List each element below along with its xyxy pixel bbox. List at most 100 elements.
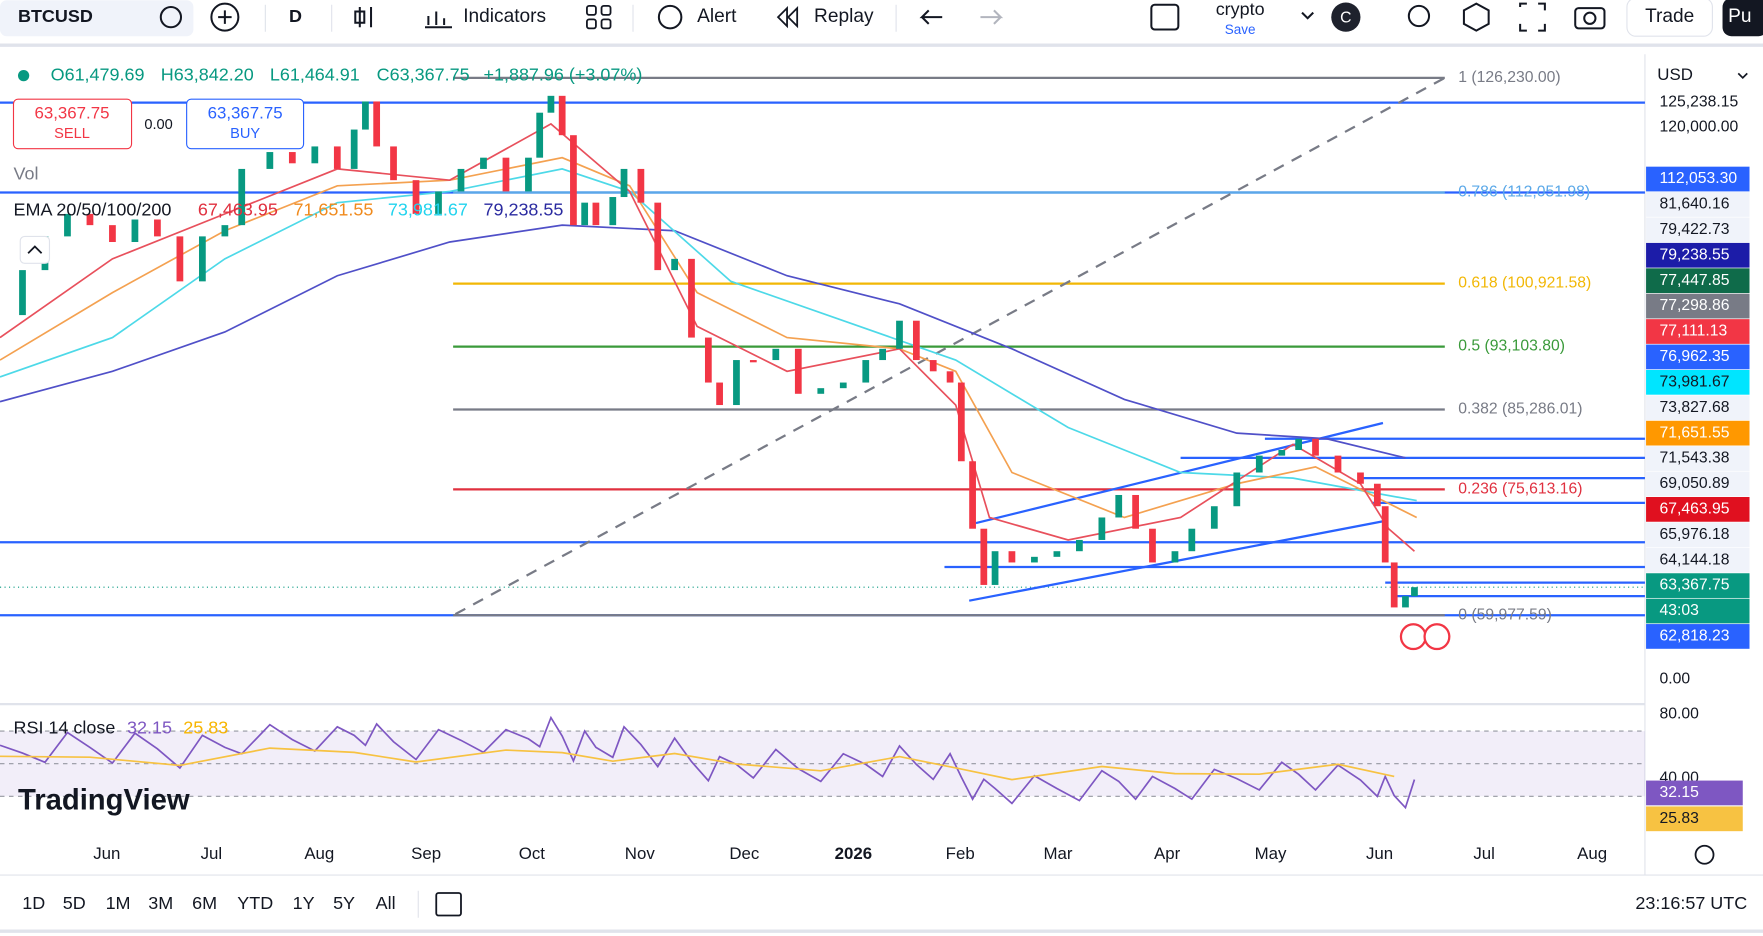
candle [716,382,723,406]
fib-label: 0.382 (85,286.01) [1458,401,1582,418]
trade-button[interactable] [1626,0,1713,37]
open: O61,479.69 [51,64,145,84]
trade-label[interactable]: Trade [1645,6,1694,27]
candle [688,258,695,338]
add-symbol-icon[interactable] [159,5,183,29]
replay-button[interactable]: Replay [814,6,874,27]
currency-select[interactable] [1655,59,1757,92]
range-button[interactable]: 1M [106,893,131,913]
ema-value: 71,651.55 [293,199,373,219]
range-button[interactable]: 1Y [293,893,315,913]
interval[interactable]: D [289,6,302,26]
fib-trend [454,76,1446,616]
candle [86,213,94,226]
price-tag [1646,217,1750,243]
candle [333,146,341,169]
replay-icon [776,5,799,29]
range-button[interactable]: All [376,893,396,913]
currency[interactable]: USD [1657,65,1693,84]
candle [547,95,555,113]
compare-icon[interactable] [210,2,240,32]
quick-search-icon[interactable] [1407,4,1431,28]
dropdown-icon[interactable] [1301,11,1314,20]
sell-price[interactable]: 63,367.75 [34,103,109,122]
candle [1132,494,1139,529]
buy-label[interactable]: BUY [230,126,260,142]
ema-line [0,122,1416,552]
symbol-search[interactable] [0,0,194,37]
chart-type-icon[interactable] [358,7,373,28]
time-label: Jul [201,844,223,863]
candle [637,168,645,203]
price-tag [1646,624,1750,649]
layout-icon[interactable] [1150,3,1180,31]
save-label[interactable]: Save [1225,22,1256,37]
price-tag [1646,268,1750,294]
candle [266,152,274,169]
price-tag-text: 76,962.35 [1660,348,1730,365]
sell-button[interactable] [12,98,133,150]
candle [19,270,26,316]
price-tag [1646,166,1750,192]
candle [480,157,487,169]
price-tag-text: 79,422.73 [1660,221,1730,238]
publish-label[interactable]: Pu [1728,6,1751,27]
axis-settings-icon[interactable] [1694,844,1715,865]
candle [654,202,662,271]
range-button[interactable]: 3M [148,893,173,913]
indicators-button[interactable]: Indicators [463,6,546,27]
date-range-icon[interactable] [435,892,462,917]
rsi-value: 32.15 [127,718,172,738]
indicators-icon [425,11,452,29]
candle [221,225,229,237]
buy-button[interactable] [186,98,305,150]
candle [1295,438,1303,451]
range-button[interactable]: 5Y [333,893,355,913]
templates-icon[interactable] [586,4,597,16]
redo-icon[interactable] [980,9,1004,25]
collapse-button[interactable] [19,235,51,264]
range-button[interactable]: YTD [237,893,273,913]
price-tag [1646,369,1750,395]
candle [1278,450,1286,456]
snapshot-icon[interactable] [1574,7,1606,30]
undo-icon[interactable] [919,9,943,25]
price-tag-text: 63,367.75 [1660,577,1730,594]
candle [991,551,999,585]
rsi-tag [1646,780,1743,806]
rsi-tag [1646,806,1743,832]
rsi-line [0,715,1416,810]
candle [980,528,988,585]
candle [772,348,780,361]
alert-button[interactable]: Alert [697,6,737,27]
fib-label: 0.236 (75,613.16) [1458,481,1582,498]
range-button[interactable]: 1D [22,893,45,913]
templates-icon [600,18,612,30]
candle [620,168,628,198]
settings-icon[interactable] [1462,2,1490,32]
layout-name[interactable]: crypto [1216,0,1265,19]
symbol[interactable]: BTCUSD [18,6,93,26]
range-button[interactable]: 5D [63,893,86,913]
candle [581,202,589,226]
ema-line [0,224,1406,459]
price-tag [1646,497,1750,522]
buy-price[interactable]: 63,367.75 [208,103,283,122]
candle [1008,551,1016,563]
candle [1334,455,1342,473]
avatar[interactable] [1331,2,1361,32]
price-tag-text: 65,976.18 [1660,526,1730,543]
brand-logo: TradingView [18,785,190,817]
price-tag [1646,395,1750,421]
price-tag-text: 64,144.18 [1660,551,1730,568]
candle [1053,551,1061,557]
candle [671,258,678,271]
publish-button[interactable] [1722,0,1763,37]
sell-label[interactable]: SELL [54,126,90,142]
status-dot [17,69,30,82]
high: H63,842.20 [161,64,254,84]
fullscreen-icon[interactable] [1519,2,1546,32]
range-button[interactable]: 6M [192,893,217,913]
candle [1115,494,1123,518]
